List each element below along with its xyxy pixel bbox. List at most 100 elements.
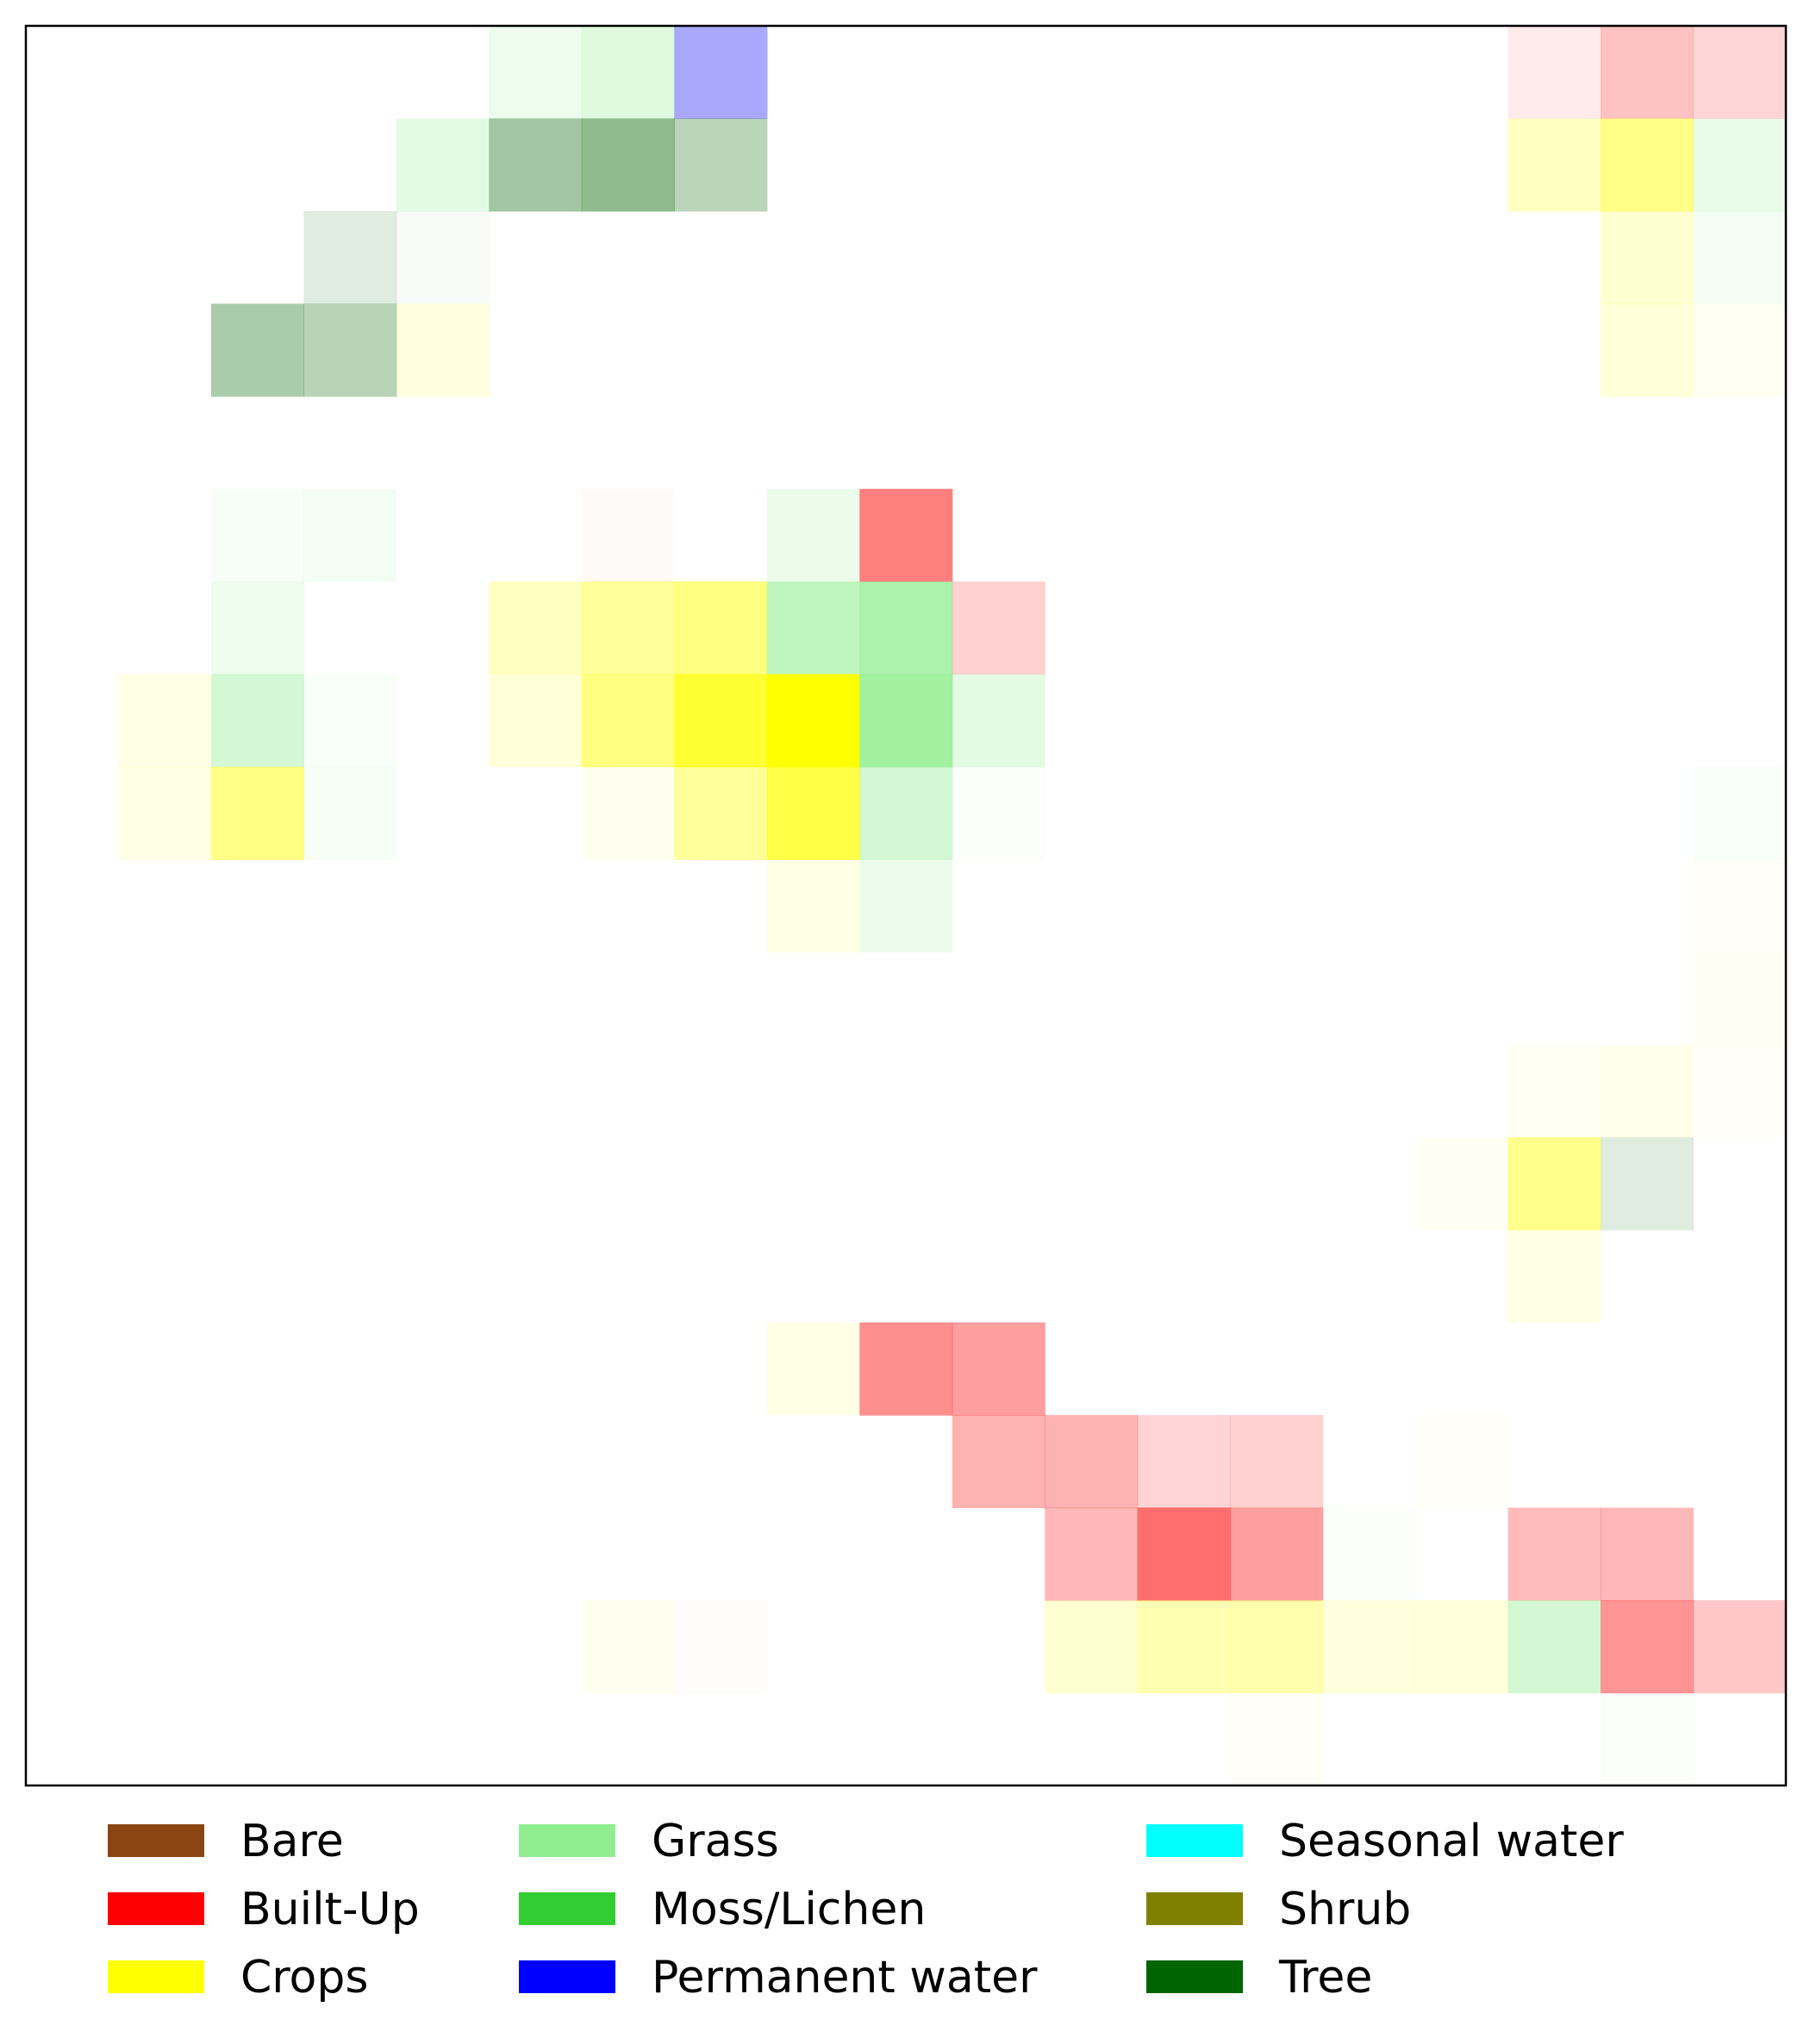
heatmap-cell-r8-c6: [581, 766, 675, 860]
heatmap-cell-r15-c12: [1137, 1415, 1231, 1509]
legend-label-2: Crops: [240, 1952, 368, 2003]
heatmap-cell-r11-c16: [1507, 1044, 1601, 1138]
heatmap-cell-r8-c7: [674, 766, 768, 860]
heatmap-cell-r7-c9: [859, 674, 953, 768]
heatmap-cell-r8-c2: [210, 766, 305, 860]
heatmap-cell-r7-c2: [210, 674, 305, 768]
heatmap-cell-r17-c7: [674, 1600, 767, 1693]
heatmap-cell-r7-c10: [952, 674, 1045, 768]
heatmap-cell-r14-c10: [952, 1322, 1045, 1416]
heatmap-cell-r11-c17: [1601, 1044, 1695, 1138]
heatmap-cell-r0-c6: [581, 26, 675, 120]
heatmap-cell-r7-c8: [766, 674, 860, 768]
heatmap-cell-r17-c18: [1693, 1600, 1787, 1694]
heatmap-cell-r5-c2: [210, 489, 305, 583]
heatmap-cell-r14-c8: [766, 1322, 860, 1416]
heatmap-cell-r13-c16: [1507, 1230, 1601, 1324]
heatmap-cell-r16-c16: [1507, 1507, 1601, 1601]
heatmap-cell-r17-c13: [1230, 1600, 1324, 1694]
heatmap-cell-r0-c5: [489, 26, 583, 120]
heatmap-cell-r15-c15: [1415, 1415, 1508, 1508]
legend-label-7: Shrub: [1279, 1884, 1411, 1935]
heatmap-cell-r17-c14: [1322, 1600, 1416, 1694]
legend-swatch-8: [1146, 1960, 1243, 1993]
heatmap-cell-r17-c6: [581, 1600, 675, 1694]
heatmap-cell-r12-c16: [1507, 1137, 1601, 1231]
heatmap-cell-r0-c7: [674, 26, 768, 120]
heatmap-cell-r1-c16: [1507, 118, 1601, 212]
heatmap-cell-r9-c8: [766, 859, 860, 953]
heatmap-cell-r17-c12: [1137, 1600, 1231, 1694]
heatmap-cell-r6-c7: [674, 581, 768, 675]
heatmap-cell-r1-c7: [674, 118, 768, 212]
heatmap-cell-r15-c13: [1230, 1415, 1324, 1509]
heatmap-cell-r5-c3: [303, 489, 397, 583]
heatmap-cell-r17-c11: [1045, 1600, 1139, 1694]
legend: Bare Built-Up Crops Grass Moss/Lichen Permane…: [108, 1816, 1624, 2003]
heatmap-cell-r3-c3: [303, 303, 397, 397]
heatmap-cell-r3-c4: [396, 303, 490, 397]
plot-frame: [24, 24, 1788, 1787]
heatmap-cell-r6-c2: [210, 581, 305, 675]
heatmap-cell-r17-c17: [1601, 1600, 1695, 1694]
heatmap-cell-r18-c17: [1601, 1693, 1694, 1786]
heatmap-cell-r8-c10: [952, 767, 1045, 860]
heatmap-cell-r1-c5: [489, 118, 583, 212]
heatmap-cell-r1-c17: [1601, 118, 1695, 212]
heatmap-cell-r0-c18: [1693, 26, 1787, 120]
legend-swatch-5: [519, 1960, 615, 1993]
legend-swatch-4: [519, 1892, 615, 1925]
heatmap-cell-r17-c16: [1507, 1600, 1601, 1694]
heatmap-cell-r16-c17: [1601, 1507, 1695, 1601]
heatmap-cell-r7-c3: [303, 674, 397, 768]
heatmap-cell-r1-c6: [581, 118, 675, 212]
heatmap-cell-r2-c18: [1693, 210, 1787, 305]
legend-swatch-2: [108, 1960, 204, 1993]
heatmap-cell-r0-c16: [1507, 26, 1601, 120]
heatmap-cell-r6-c5: [489, 581, 583, 675]
legend-label-0: Bare: [240, 1816, 344, 1867]
heatmap-cell-r9-c9: [859, 859, 953, 953]
heatmap-cell-r8-c18: [1693, 766, 1787, 860]
legend-label-8: Tree: [1278, 1952, 1372, 2003]
heatmap-cell-r8-c3: [303, 766, 397, 860]
legend-swatch-7: [1146, 1892, 1243, 1925]
legend-swatch-6: [1146, 1824, 1243, 1857]
heatmap-cell-r3-c2: [210, 303, 305, 397]
heatmap-cell-r15-c10: [952, 1415, 1045, 1509]
legend-label-3: Grass: [652, 1816, 779, 1867]
heatmap-cell-r1-c18: [1693, 118, 1787, 212]
heatmap-cell-r6-c6: [581, 581, 675, 675]
heatmap-cell-r3-c18: [1693, 303, 1787, 397]
heatmap-cell-r11-c18: [1694, 1044, 1787, 1137]
heatmap-cell-r7-c5: [489, 674, 583, 768]
heatmap-cell-r7-c7: [674, 674, 768, 768]
heatmap-cell-r7-c6: [581, 674, 675, 768]
heatmap-cell-r16-c11: [1045, 1507, 1139, 1601]
heatmap-cell-r2-c4: [396, 211, 490, 304]
heatmap-cell-r2-c17: [1601, 210, 1695, 305]
heatmap-cell-r12-c17: [1601, 1137, 1695, 1231]
heatmap-cell-r12-c15: [1415, 1137, 1509, 1231]
heatmap-cell-r14-c9: [859, 1322, 953, 1416]
legend-label-4: Moss/Lichen: [652, 1884, 926, 1935]
heatmap-cell-r8-c8: [766, 766, 860, 860]
heatmap-cell-r16-c13: [1230, 1507, 1324, 1601]
heatmap-cell-r0-c17: [1601, 26, 1695, 120]
heatmap-cell-r3-c17: [1601, 303, 1695, 397]
heatmap-cell-r15-c11: [1045, 1415, 1139, 1509]
heatmap-cell-r16-c14: [1322, 1507, 1416, 1601]
heatmap-cell-r10-c18: [1693, 951, 1787, 1045]
legend-swatch-3: [519, 1824, 615, 1857]
heatmap-cell-r8-c9: [859, 766, 953, 860]
heatmap-cell-r18-c13: [1230, 1693, 1323, 1786]
heatmap-cell-r2-c3: [303, 210, 397, 305]
heatmap-cell-r5-c9: [859, 489, 953, 583]
legend-label-6: Seasonal water: [1279, 1816, 1624, 1867]
heatmap-cell-r6-c10: [952, 581, 1045, 675]
heatmap-cell-r8-c1: [118, 766, 212, 860]
heatmap-cell-r9-c18: [1694, 859, 1787, 952]
legend-swatch-0: [108, 1824, 204, 1857]
